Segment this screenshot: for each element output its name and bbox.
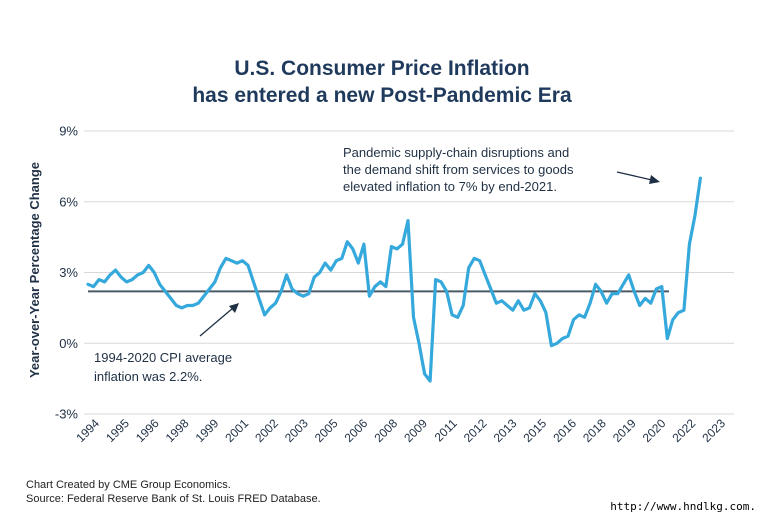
x-tick-label: 2022 xyxy=(670,416,699,445)
y-tick-label: 6% xyxy=(59,194,78,209)
chart-title: U.S. Consumer Price Inflation has entere… xyxy=(0,55,764,109)
average-arrow-shaft xyxy=(199,307,234,337)
x-tick-label: 2003 xyxy=(282,416,311,445)
x-tick-label: 2011 xyxy=(432,416,460,444)
x-tick-label: 1998 xyxy=(163,416,192,445)
x-tick-label: 2016 xyxy=(550,416,579,445)
x-tick-label: 2002 xyxy=(252,416,281,445)
x-tick-label: 1999 xyxy=(193,416,222,445)
y-tick-label: 0% xyxy=(59,336,78,351)
average-annotation-line-1: 1994-2020 CPI average xyxy=(94,350,232,365)
pandemic-arrow-shaft xyxy=(616,171,653,181)
cpi-series-line xyxy=(86,176,703,383)
source-line-2: Source: Federal Reserve Bank of St. Loui… xyxy=(26,493,321,505)
x-tick-label: 1996 xyxy=(133,416,162,445)
y-tick-label: -3% xyxy=(55,407,79,422)
pandemic-annotation: Pandemic supply-chain disruptions and th… xyxy=(343,145,574,194)
average-arrow xyxy=(199,303,239,337)
x-tick-label: 2020 xyxy=(640,416,669,445)
y-tick-label: 9% xyxy=(59,124,78,139)
x-tick-label: 2005 xyxy=(312,416,341,445)
y-axis-label: Year-over-Year Percentage Change xyxy=(27,162,42,378)
x-tick-label: 2018 xyxy=(580,416,609,445)
x-tick-label: 2006 xyxy=(342,416,371,445)
x-tick-label: 2015 xyxy=(520,416,549,445)
x-tick-label: 2009 xyxy=(401,416,430,445)
pandemic-arrow xyxy=(616,171,660,184)
pandemic-annotation-line-1: Pandemic supply-chain disruptions and xyxy=(343,145,569,160)
source-note: Chart Created by CME Group Economics. So… xyxy=(26,478,321,506)
x-tick-label: 2008 xyxy=(371,416,400,445)
x-tick-label: 2019 xyxy=(610,416,639,445)
grid-layer xyxy=(84,130,734,415)
y-tick-labels: -3% 0% 3% 6% 9% xyxy=(55,124,79,422)
source-line-1: Chart Created by CME Group Economics. xyxy=(26,479,231,491)
x-tick-label: 2023 xyxy=(699,416,728,445)
y-tick-label: 3% xyxy=(59,265,78,280)
watermark: http://www.hndlkg.com. xyxy=(610,500,756,513)
pandemic-annotation-line-3: elevated inflation to 7% by end-2021. xyxy=(343,179,557,194)
x-tick-label: 2001 xyxy=(222,416,251,445)
chart-title-line-1: U.S. Consumer Price Inflation xyxy=(234,57,530,80)
x-tick-label: 2012 xyxy=(461,416,490,445)
x-tick-labels: 1994 1995 1996 1998 1999 2001 2002 2003 2005 2006… xyxy=(73,416,728,445)
x-tick-label: 1995 xyxy=(103,416,132,445)
average-annotation: 1994-2020 CPI average inflation was 2.2%… xyxy=(94,350,232,384)
pandemic-arrow-head xyxy=(649,175,660,184)
chart-title-line-2: has entered a new Post-Pandemic Era xyxy=(192,84,572,107)
average-arrow-head xyxy=(229,303,239,313)
x-tick-label: 2013 xyxy=(491,416,520,445)
pandemic-annotation-line-2: the demand shift from services to goods xyxy=(343,162,574,177)
average-annotation-line-2: inflation was 2.2%. xyxy=(94,369,202,384)
inflation-line-chart: -3% 0% 3% 6% 9% 1994 1995 1996 1998 1999 2001 2002… xyxy=(27,124,734,445)
